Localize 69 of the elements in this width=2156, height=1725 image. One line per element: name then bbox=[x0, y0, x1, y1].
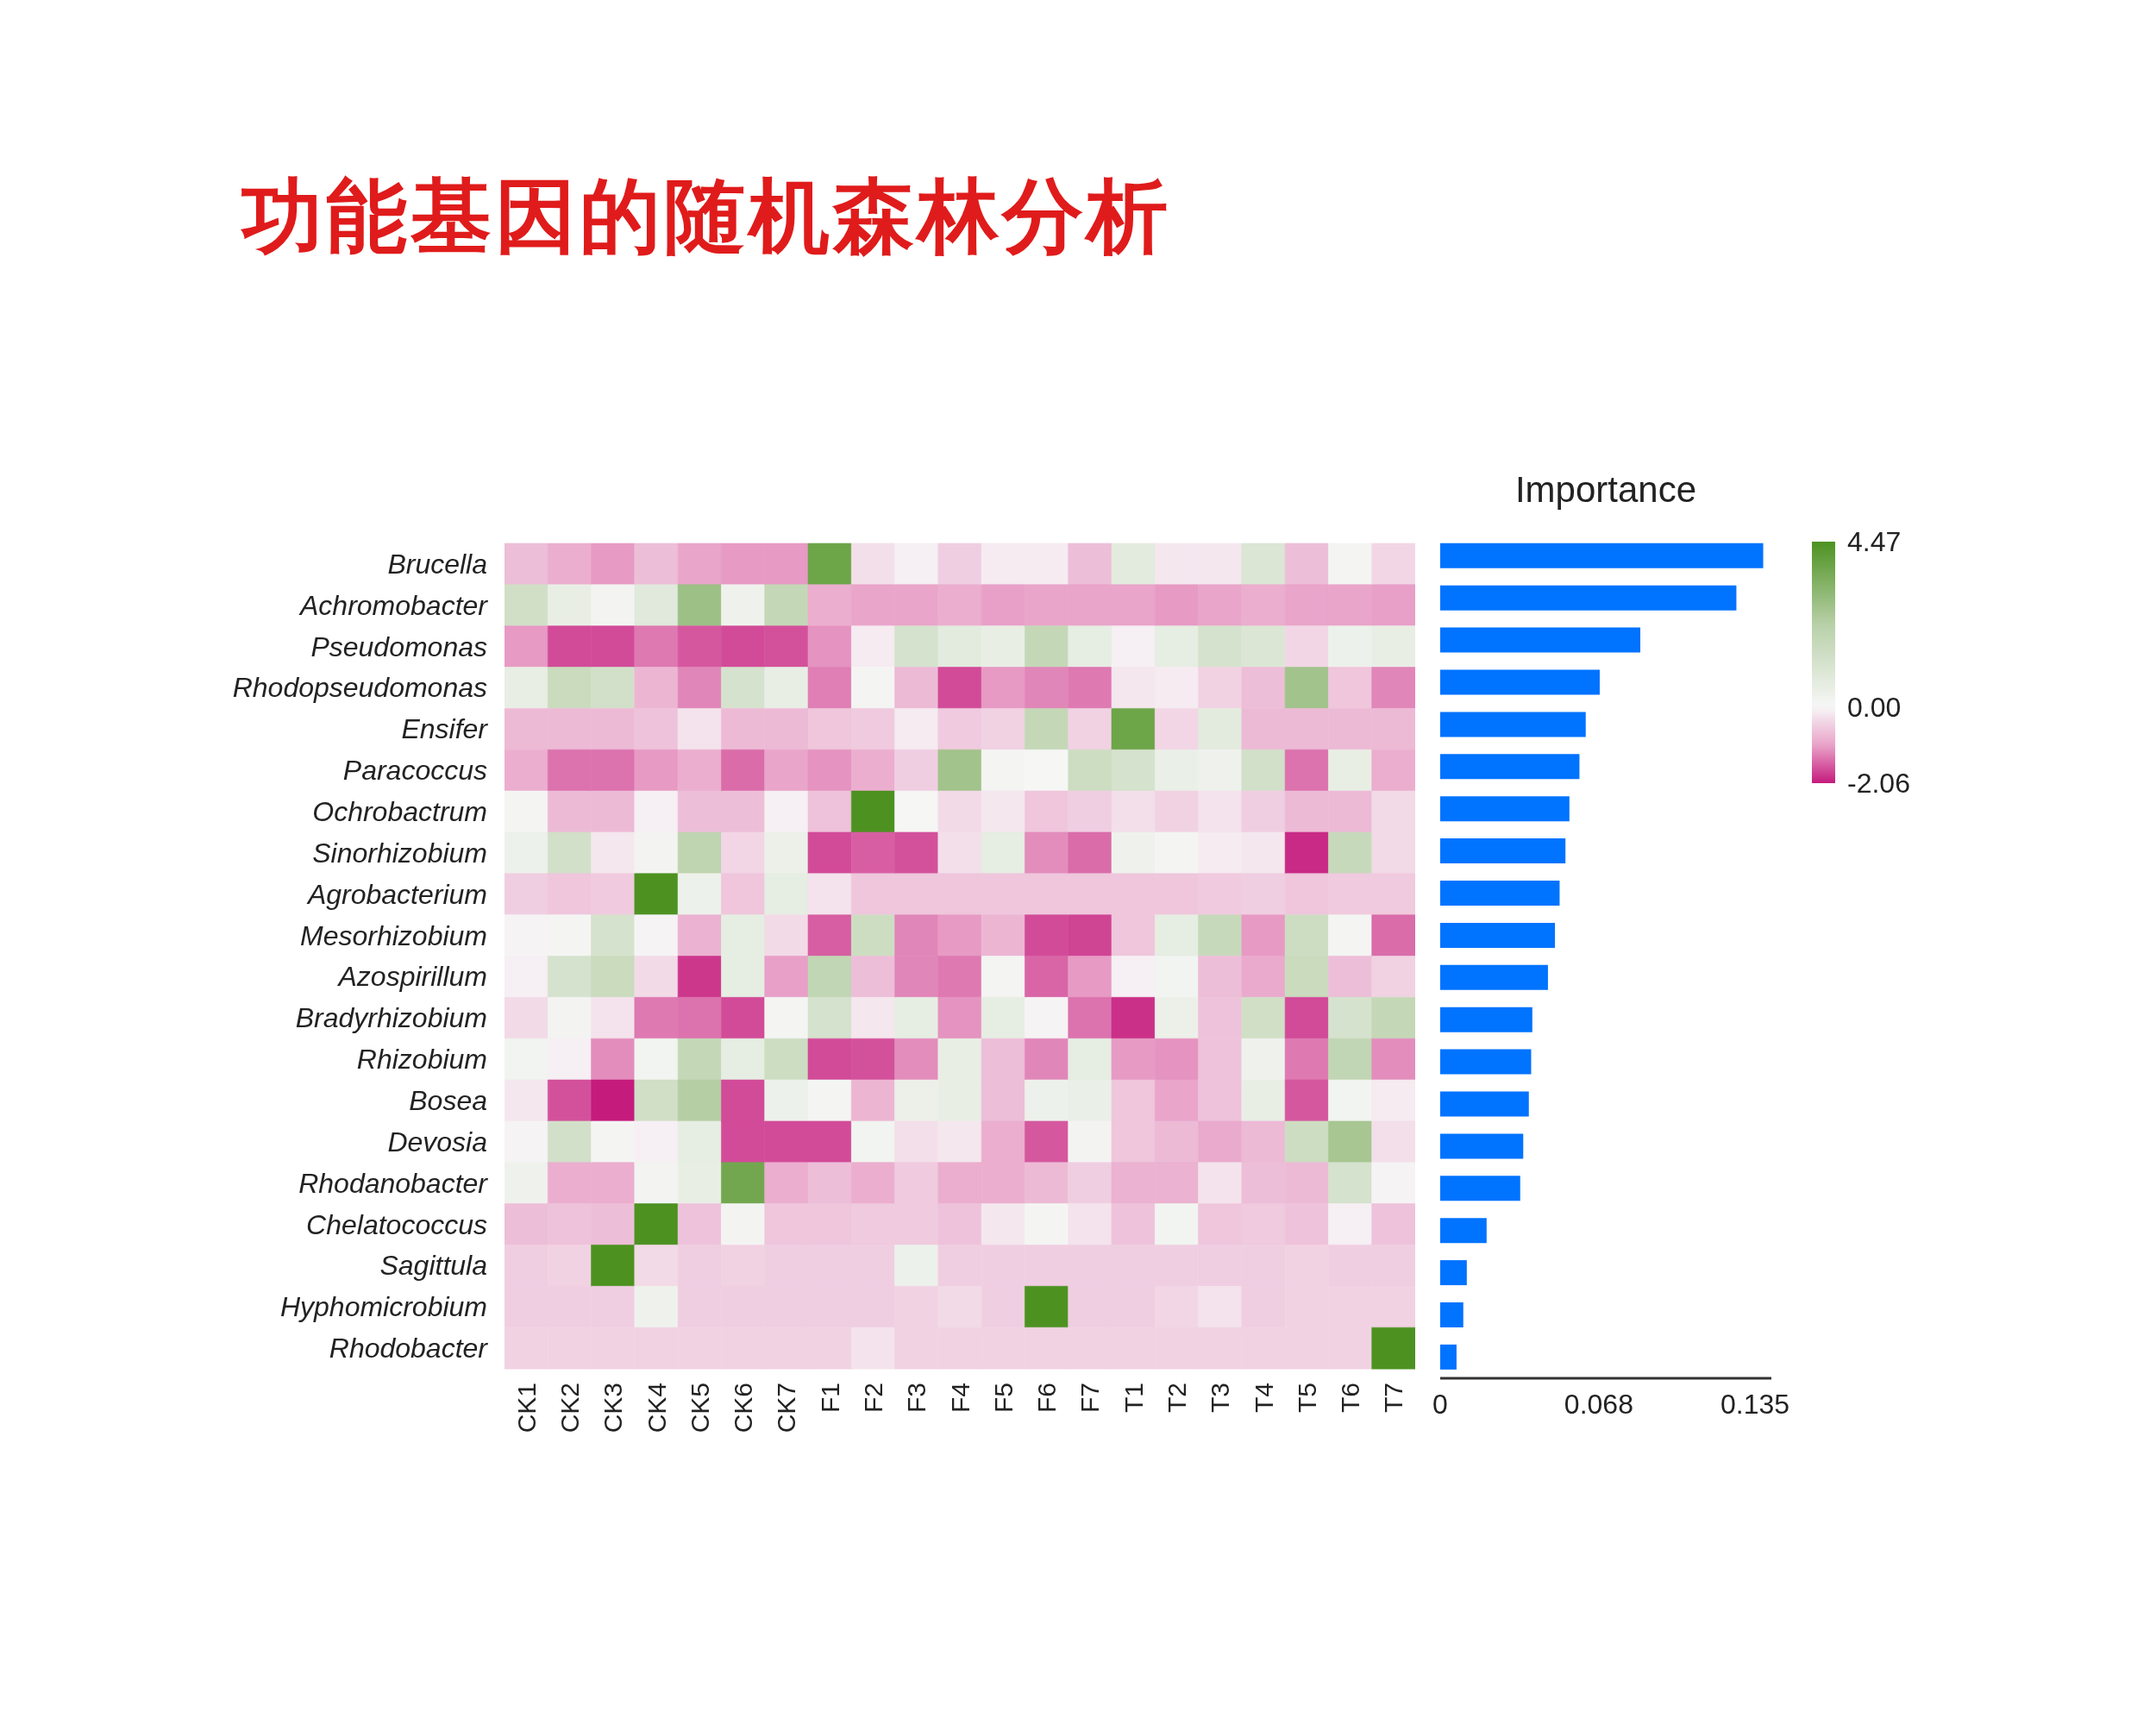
color-bar-label: 4.47 bbox=[1847, 526, 1902, 558]
y-tick-label: Achromobacter bbox=[298, 589, 489, 621]
y-tick-label: Chelatococcus bbox=[306, 1208, 487, 1240]
bar bbox=[1440, 1218, 1487, 1244]
bar bbox=[1440, 1091, 1529, 1117]
bar bbox=[1440, 796, 1570, 822]
bar bbox=[1440, 1260, 1467, 1286]
bar bbox=[1440, 1344, 1457, 1370]
y-tick-label: Rhizobium bbox=[356, 1044, 487, 1076]
bar bbox=[1440, 585, 1737, 611]
bar bbox=[1440, 1302, 1463, 1327]
x-tick-label: F6 bbox=[1032, 1383, 1062, 1414]
x-tick-label: T7 bbox=[1379, 1383, 1408, 1414]
x-tick-label: F2 bbox=[858, 1383, 887, 1414]
chart-title: 功能基因的随机森林分析 bbox=[241, 168, 1171, 265]
bar bbox=[1440, 964, 1548, 990]
y-tick-label: Agrobacterium bbox=[305, 878, 487, 910]
y-tick-label: Bradyrhizobium bbox=[295, 1002, 487, 1034]
y-tick-label: Bosea bbox=[409, 1084, 487, 1116]
y-tick-label: Azospirillum bbox=[336, 961, 487, 993]
x-tick-label: F5 bbox=[988, 1383, 1018, 1414]
x-tick-label: CK2 bbox=[555, 1383, 584, 1433]
y-tick-label: Ensifer bbox=[401, 713, 489, 745]
x-tick-label: F4 bbox=[945, 1383, 975, 1414]
y-tick-label: Rhodanobacter bbox=[298, 1167, 489, 1199]
y-tick-label: Hyphomicrobium bbox=[279, 1291, 487, 1323]
bar bbox=[1440, 712, 1586, 737]
x-tick-label: T3 bbox=[1206, 1383, 1235, 1414]
y-tick-label: Pseudomonas bbox=[310, 630, 487, 662]
bar bbox=[1440, 1049, 1532, 1075]
y-tick-label: Rhodobacter bbox=[329, 1333, 489, 1364]
bar bbox=[1440, 669, 1600, 695]
x-tick-label: 0.068 bbox=[1564, 1388, 1633, 1420]
x-tick-label: CK1 bbox=[511, 1383, 541, 1433]
x-tick-label: T5 bbox=[1292, 1383, 1321, 1414]
bar bbox=[1440, 543, 1764, 568]
x-tick-label: T2 bbox=[1162, 1383, 1191, 1414]
bar bbox=[1440, 922, 1556, 948]
x-tick-label: CK3 bbox=[599, 1383, 628, 1433]
y-tick-label: Brucella bbox=[387, 548, 487, 580]
bar bbox=[1440, 1133, 1524, 1159]
bar bbox=[1440, 627, 1641, 653]
color-bar-label: 0.00 bbox=[1847, 692, 1902, 724]
color-bar-label: -2.06 bbox=[1847, 768, 1910, 800]
x-tick-label: CK6 bbox=[729, 1383, 758, 1433]
y-tick-label: Mesorhizobium bbox=[300, 919, 487, 951]
x-tick-label: CK4 bbox=[642, 1383, 671, 1433]
y-tick-label: Rhodopseudomonas bbox=[232, 672, 487, 704]
bar bbox=[1440, 880, 1560, 906]
x-tick-label: 0 bbox=[1432, 1388, 1448, 1420]
x-tick-label: CK5 bbox=[685, 1383, 714, 1433]
bar bbox=[1440, 838, 1566, 864]
x-tick-label: CK7 bbox=[772, 1383, 801, 1433]
x-tick-label: T4 bbox=[1249, 1383, 1278, 1414]
x-tick-label: 0.135 bbox=[1720, 1388, 1790, 1420]
y-tick-label: Sagittula bbox=[379, 1250, 487, 1282]
y-tick-label: Ochrobactrum bbox=[312, 796, 487, 828]
x-tick-label: F7 bbox=[1075, 1383, 1105, 1414]
x-tick-label: F3 bbox=[902, 1383, 931, 1414]
y-tick-label: Devosia bbox=[387, 1126, 487, 1157]
bar bbox=[1440, 1176, 1520, 1201]
y-tick-label: Sinorhizobium bbox=[312, 837, 487, 869]
bar bbox=[1440, 1007, 1532, 1032]
chart-title: Importance bbox=[1514, 469, 1698, 511]
bar bbox=[1440, 754, 1580, 780]
x-tick-label: T1 bbox=[1119, 1383, 1148, 1414]
x-tick-label: F1 bbox=[815, 1383, 844, 1414]
x-tick-label: T6 bbox=[1336, 1383, 1365, 1414]
y-tick-label: Paracoccus bbox=[342, 755, 487, 787]
